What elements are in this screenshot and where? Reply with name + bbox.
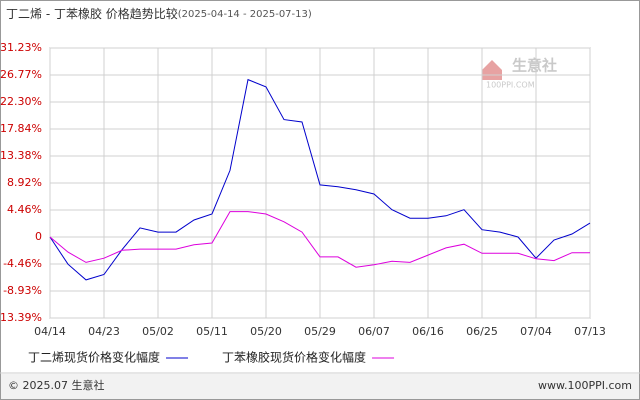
legend-label: 丁苯橡胶现货价格变化幅度 [222,350,366,365]
y-tick-label: -8.93% [3,284,42,297]
footer-right: www.100PPI.com [538,379,632,392]
subtitle: (2025-04-14 - 2025-07-13) [178,9,312,20]
footer-left: © 2025.07 生意社 [8,378,104,392]
watermark-site: 100PPI.COM [486,81,535,90]
x-tick-label: 07/04 [520,325,552,338]
legend-label: 丁二烯现货价格变化幅度 [28,350,160,365]
x-tick-label: 05/20 [250,325,282,338]
x-tick-label: 06/07 [358,325,390,338]
x-tick-label: 04/14 [34,325,66,338]
series-line [49,78,591,281]
x-tick-label: 04/23 [88,325,120,338]
y-tick-label: 26.77% [0,68,42,81]
legend: 丁二烯现货价格变化幅度 丁苯橡胶现货价格变化幅度 [28,350,395,365]
x-tick-label: 06/16 [412,325,444,338]
y-tick-label: 17.84% [0,122,42,135]
x-tick-label: 05/11 [196,325,228,338]
y-tick-label: 31.23% [0,41,42,54]
chart-title: 丁二烯 - 丁苯橡胶 价格趋势比较(2025-04-14 - 2025-07-1… [6,6,312,21]
y-tick-label: 0 [35,230,42,243]
x-tick-label: 07/13 [574,325,606,338]
y-tick-label: -13.39% [0,311,42,324]
series-line [49,211,590,268]
x-tick-label: 05/29 [304,325,336,338]
y-tick-label: 8.92% [7,176,42,189]
y-tick-label: 22.30% [0,95,42,108]
y-tick-label: 13.38% [0,149,42,162]
x-tick-label: 06/25 [466,325,498,338]
y-tick-label: 4.46% [7,203,42,216]
watermark-name: 生意社 [512,57,557,75]
footer-band [1,374,639,399]
y-tick-label: -4.46% [3,257,42,270]
x-tick-label: 05/02 [142,325,174,338]
title: 丁二烯 - 丁苯橡胶 价格趋势比较 [6,6,178,21]
